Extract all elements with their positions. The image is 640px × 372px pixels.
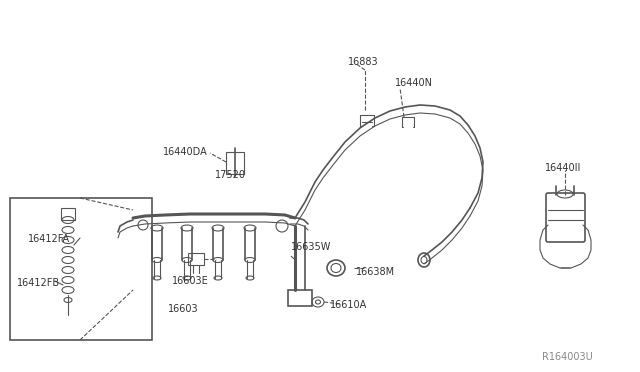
Text: 16610A: 16610A bbox=[330, 300, 367, 310]
Text: 16440N: 16440N bbox=[395, 78, 433, 88]
Text: 16412FB: 16412FB bbox=[17, 278, 60, 288]
Text: 16603E: 16603E bbox=[172, 276, 209, 286]
Text: 16412FA: 16412FA bbox=[28, 234, 70, 244]
Text: 16603: 16603 bbox=[168, 304, 198, 314]
Bar bbox=[188, 253, 204, 265]
Text: 16440II: 16440II bbox=[545, 163, 581, 173]
Text: 16635W: 16635W bbox=[291, 242, 332, 252]
Text: 17520: 17520 bbox=[215, 170, 246, 180]
Text: 16440DA: 16440DA bbox=[163, 147, 208, 157]
Bar bbox=[288, 290, 312, 306]
Text: 16883: 16883 bbox=[348, 57, 379, 67]
Bar bbox=[61, 208, 75, 220]
Text: R164003U: R164003U bbox=[542, 352, 593, 362]
Text: 16638M: 16638M bbox=[356, 267, 395, 277]
Bar bbox=[226, 152, 244, 174]
Bar bbox=[10, 198, 152, 340]
